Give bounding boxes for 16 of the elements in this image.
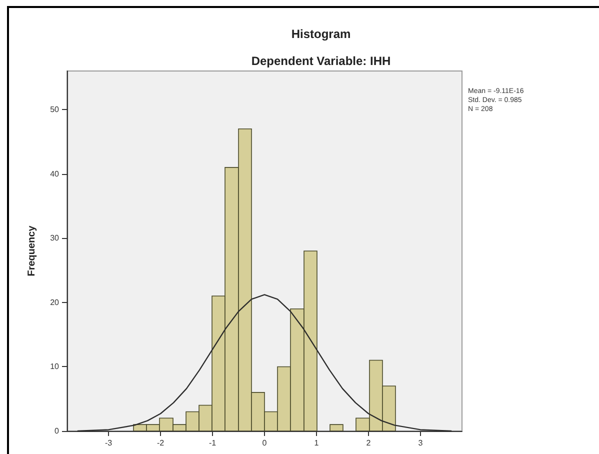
x-tick-label: 1 <box>314 438 320 448</box>
y-tick-label: 40 <box>50 169 60 178</box>
x-tick-label: 2 <box>366 438 372 448</box>
y-tick-label: 20 <box>50 298 60 307</box>
x-tick-label: -2 <box>156 438 165 448</box>
y-tick-label: 30 <box>50 234 60 243</box>
chart-subtitle: Dependent Variable: IHH <box>251 54 391 68</box>
x-tick-label: -3 <box>105 438 113 448</box>
y-tick-label: 10 <box>50 362 60 372</box>
y-tick-label: 0 <box>54 426 60 436</box>
x-tick-label: 0 <box>262 438 268 448</box>
x-tick-label: 3 <box>418 438 424 448</box>
y-axis-title: Frequency <box>26 225 38 276</box>
x-tick-label: -1 <box>208 438 217 448</box>
y-tick-label: 50 <box>50 105 60 114</box>
chart-title: Histogram <box>291 27 351 41</box>
